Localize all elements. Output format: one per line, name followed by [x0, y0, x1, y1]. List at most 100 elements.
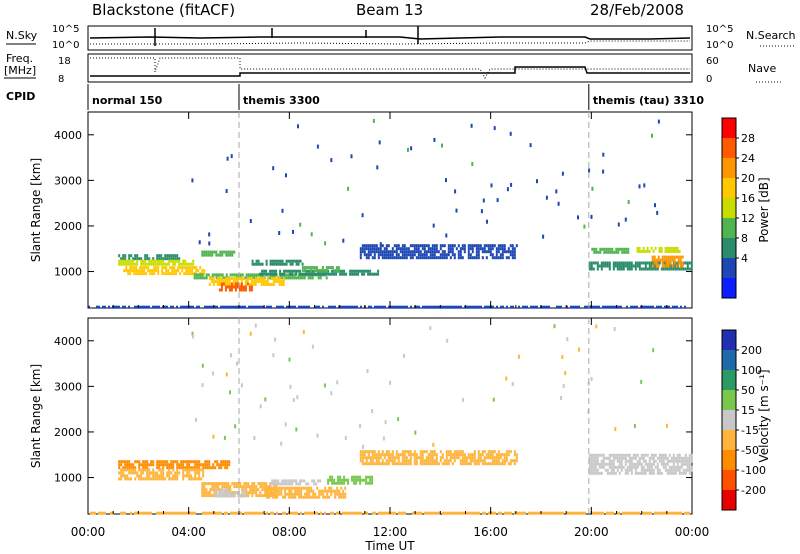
range-gate-cell — [686, 264, 689, 268]
range-gate-cell — [430, 305, 432, 309]
range-gate-cell — [658, 305, 660, 309]
range-gate-cell — [340, 305, 342, 309]
range-gate-cell — [242, 277, 245, 280]
range-gate-cell — [424, 305, 426, 309]
range-gate-cell — [100, 511, 102, 515]
range-gate-cell — [638, 267, 641, 271]
range-gate-cell — [600, 471, 603, 475]
range-gate-cell — [273, 494, 276, 498]
range-gate-cell — [668, 249, 671, 253]
range-gate-cell — [340, 492, 343, 496]
range-gate-cell — [196, 305, 198, 309]
range-gate-cell — [152, 262, 155, 266]
range-gate-cell — [190, 262, 193, 266]
range-gate-cell — [140, 259, 143, 263]
freq-label-line1: Freq. — [6, 52, 33, 65]
range-gate-cell — [212, 283, 215, 286]
range-gate-cell — [222, 463, 225, 467]
range-gate-cell — [638, 511, 640, 515]
range-gate-cell — [407, 462, 410, 466]
range-gate-cell — [677, 255, 680, 259]
range-gate-cell — [158, 468, 161, 472]
range-gate-cell — [345, 478, 348, 482]
range-gate-cell — [292, 511, 294, 515]
range-gate-cell — [176, 474, 179, 478]
range-gate-cell — [650, 305, 652, 309]
range-gate-cell — [249, 219, 252, 223]
range-gate-cell — [608, 453, 611, 457]
range-gate-cell — [208, 241, 211, 246]
range-gate-cell — [129, 269, 132, 273]
range-gate-cell — [241, 488, 244, 492]
range-gate-cell — [405, 456, 408, 460]
range-gate-cell — [199, 273, 202, 277]
range-gate-cell — [197, 269, 200, 273]
station-title: Blackstone (fitACF) — [92, 1, 235, 19]
range-gate-cell — [596, 459, 599, 463]
range-gate-cell — [295, 276, 298, 280]
range-gate-cell — [598, 264, 601, 268]
range-gate-cell — [313, 482, 316, 486]
range-gate-cell — [467, 256, 470, 260]
range-gate-cell — [284, 492, 287, 496]
range-gate-cell — [211, 485, 214, 489]
range-gate-cell — [375, 462, 378, 466]
range-gate-cell — [630, 511, 632, 515]
range-gate-cell — [542, 305, 544, 309]
range-gate-cell — [369, 247, 372, 251]
range-gate-cell — [233, 273, 236, 277]
range-gate-cell — [644, 261, 647, 265]
range-gate-cell — [308, 305, 310, 309]
range-gate-cell — [619, 247, 622, 251]
range-gate-cell — [409, 244, 412, 248]
range-gate-cell — [203, 272, 206, 276]
range-gate-cell — [624, 468, 627, 472]
range-gate-cell — [652, 305, 654, 309]
range-gate-cell — [180, 511, 182, 515]
range-gate-cell — [361, 453, 364, 457]
range-gate-cell — [295, 272, 298, 276]
range-gate-cell — [152, 257, 155, 261]
range-gate-cell — [284, 486, 287, 490]
range-gate-cell — [261, 272, 264, 276]
range-gate-cell — [425, 250, 428, 254]
range-gate-cell — [586, 305, 588, 309]
range-gate-cell — [590, 377, 593, 382]
range-gate-cell — [473, 244, 476, 248]
range-gate-cell — [690, 264, 693, 268]
range-gate-cell — [296, 395, 299, 400]
range-gate-cell — [217, 253, 220, 257]
range-gate-cell — [316, 305, 318, 309]
range-gate-cell — [513, 450, 516, 454]
range-gate-cell — [203, 253, 206, 257]
range-gate-cell — [377, 462, 380, 466]
range-gate-cell — [686, 267, 689, 271]
range-gate-cell — [425, 253, 428, 257]
nave-label: Nave — [748, 62, 776, 75]
range-gate-cell — [389, 453, 392, 457]
range-gate-cell — [592, 459, 595, 463]
range-gate-cell — [193, 266, 196, 270]
range-gate-cell — [474, 511, 476, 515]
range-gate-cell — [510, 305, 512, 309]
range-gate-cell — [156, 511, 158, 515]
range-gate-cell — [260, 305, 262, 309]
range-gate-cell — [684, 511, 686, 515]
range-gate-cell — [355, 478, 358, 482]
range-gate-cell — [682, 261, 685, 265]
range-gate-cell — [576, 305, 578, 309]
range-gate-cell — [410, 146, 413, 151]
range-gate-cell — [419, 462, 422, 466]
range-gate-cell — [239, 485, 242, 489]
range-gate-cell — [483, 459, 486, 463]
range-gate-cell — [307, 482, 310, 486]
range-gate-cell — [296, 489, 299, 493]
range-gate-cell — [636, 305, 638, 309]
range-gate-cell — [176, 254, 179, 258]
range-gate-cell — [210, 511, 212, 515]
range-gate-cell — [429, 247, 432, 251]
range-gate-cell — [154, 262, 157, 266]
range-gate-cell — [124, 511, 126, 515]
range-gate-cell — [393, 459, 396, 463]
range-gate-cell — [228, 283, 231, 286]
